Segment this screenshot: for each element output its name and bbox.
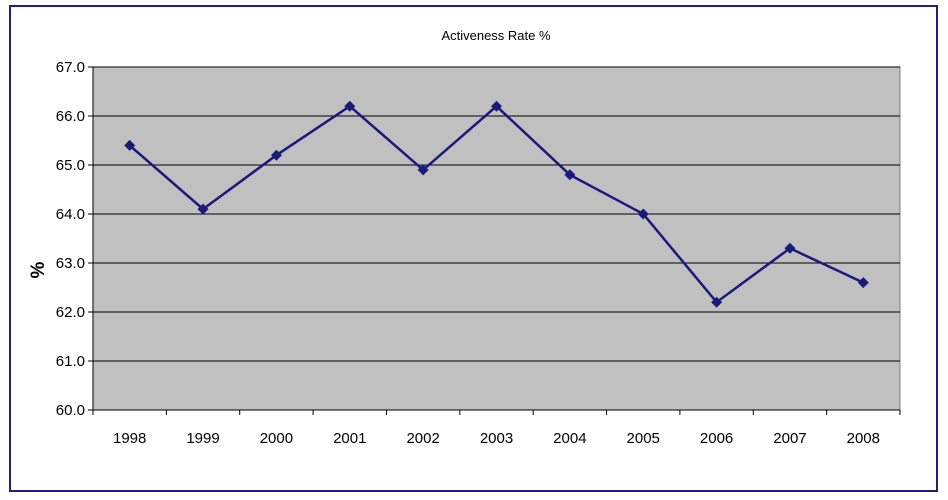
series-activeness-rate [124, 100, 869, 308]
data-point [197, 203, 209, 215]
y-tick-label: 60.0 [56, 402, 85, 419]
axes [88, 66, 901, 415]
data-point [270, 149, 282, 161]
y-tick-label: 63.0 [56, 255, 85, 272]
gridlines [93, 66, 900, 362]
data-point [637, 208, 649, 220]
y-axis-label: % [28, 261, 49, 278]
data-point [491, 100, 502, 112]
x-tick-label: 1999 [186, 430, 219, 447]
x-tick-label: 2007 [773, 430, 806, 447]
x-tick-label: 2001 [333, 430, 366, 447]
data-point [857, 277, 869, 289]
x-tick-label: 2005 [627, 430, 660, 447]
data-point [784, 242, 796, 254]
x-tick-label: 2006 [700, 430, 733, 447]
chart-title: Activeness Rate % [441, 28, 551, 43]
y-tick-labels: 60.0 61.0 62.0 63.0 64.0 65.0 66.0 67.0 [56, 59, 85, 419]
x-tick-label: 2004 [553, 430, 586, 447]
y-tick-label: 67.0 [56, 59, 85, 76]
data-point [344, 100, 356, 112]
x-tick-label: 2000 [260, 430, 293, 447]
y-tick-label: 66.0 [56, 108, 85, 125]
x-tick-label: 2002 [406, 430, 439, 447]
x-tick-label: 2008 [847, 430, 880, 447]
y-tick-label: 64.0 [56, 206, 85, 223]
data-point [124, 139, 136, 151]
data-point [564, 169, 576, 181]
y-tick-label: 62.0 [56, 304, 85, 321]
y-tick-label: 61.0 [56, 353, 85, 370]
y-tick-label: 65.0 [56, 157, 85, 174]
x-tick-label: 2003 [480, 430, 513, 447]
plot-area [92, 66, 901, 411]
x-tick-labels: 1998 1999 2000 2001 2002 2003 2004 2005 2006 2007… [113, 430, 880, 447]
data-point [417, 164, 429, 176]
data-point [711, 296, 723, 308]
x-tick-label: 1998 [113, 430, 146, 447]
